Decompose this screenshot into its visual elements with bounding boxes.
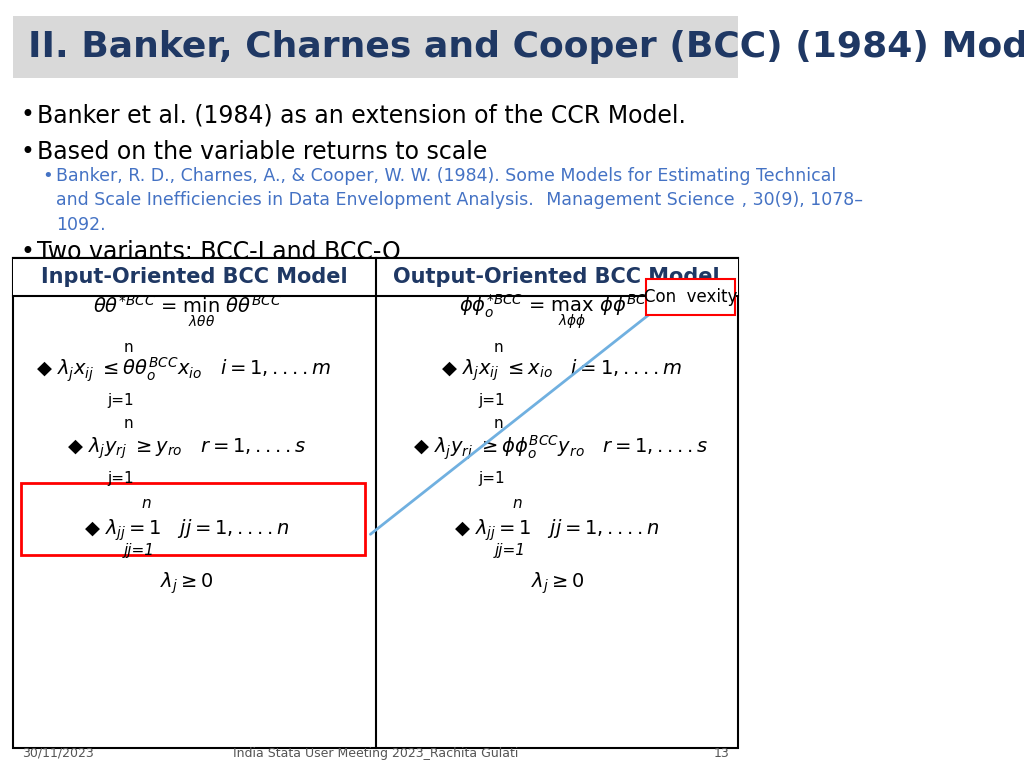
Text: j=1: j=1	[478, 392, 505, 408]
Text: ◆ $\lambda_j y_{rj}$ $\geq \phi\phi^{BCC}_o y_{ro}$   $r = 1, .... s$: ◆ $\lambda_j y_{rj}$ $\geq \phi\phi^{BCC…	[414, 434, 709, 462]
Text: n: n	[512, 495, 522, 511]
Text: $\theta\theta^{*BCC}_{}$ = $\min_{\lambda\theta\theta}$ $\theta\theta^{BCC}$: $\theta\theta^{*BCC}_{}$ = $\min_{\lambd…	[93, 294, 282, 330]
Text: n: n	[124, 415, 133, 431]
Text: Banker, R. D., Charnes, A., & Cooper, W. W. (1984). Some Models for Estimating T: Banker, R. D., Charnes, A., & Cooper, W.…	[55, 167, 863, 233]
Text: Two variants: BCC-I and BCC-O: Two variants: BCC-I and BCC-O	[37, 240, 400, 264]
Text: II. Banker, Charnes and Cooper (BCC) (1984) Model: II. Banker, Charnes and Cooper (BCC) (19…	[28, 30, 1024, 64]
Text: •: •	[20, 140, 35, 164]
Text: jj=1: jj=1	[124, 542, 155, 558]
Text: India Stata User Meeting 2023_Rachita Gulati: India Stata User Meeting 2023_Rachita Gu…	[232, 747, 518, 760]
Text: jj=1: jj=1	[495, 542, 525, 558]
Text: $\lambda_j \geq 0$: $\lambda_j \geq 0$	[530, 571, 585, 596]
Text: •: •	[20, 103, 35, 127]
FancyBboxPatch shape	[13, 258, 376, 296]
Text: j=1: j=1	[478, 471, 505, 485]
Text: n: n	[142, 495, 152, 511]
Text: 30/11/2023: 30/11/2023	[22, 747, 94, 760]
Text: •: •	[43, 167, 53, 185]
Text: j=1: j=1	[108, 392, 134, 408]
Text: n: n	[494, 415, 504, 431]
Text: j=1: j=1	[108, 471, 134, 485]
Text: $\phi\phi^{*BCC}_{o}$ = $\max_{\lambda\phi\phi}$ $\phi\phi^{BCC}$: $\phi\phi^{*BCC}_{o}$ = $\max_{\lambda\p…	[459, 293, 656, 332]
Text: $\lambda_j \geq 0$: $\lambda_j \geq 0$	[160, 571, 214, 596]
FancyBboxPatch shape	[13, 258, 738, 748]
Text: •: •	[20, 240, 35, 264]
FancyBboxPatch shape	[376, 258, 738, 296]
Text: Output-Oriented BCC Model: Output-Oriented BCC Model	[393, 267, 720, 287]
Text: Con  vexity: Con vexity	[643, 288, 737, 306]
Text: ◆ $\lambda_j x_{ij}$ $\leq \theta\theta^{BCC}_o x_{io}$   $i = 1, .... m$: ◆ $\lambda_j x_{ij}$ $\leq \theta\theta^…	[36, 356, 331, 384]
FancyBboxPatch shape	[645, 279, 735, 315]
Text: n: n	[494, 340, 504, 356]
Text: ◆ $\lambda_j x_{ij}$ $\leq x_{io}$   $i = 1, .... m$: ◆ $\lambda_j x_{ij}$ $\leq x_{io}$ $i = …	[440, 357, 682, 382]
Text: Based on the variable returns to scale: Based on the variable returns to scale	[37, 140, 487, 164]
FancyBboxPatch shape	[20, 483, 365, 555]
Text: Input-Oriented BCC Model: Input-Oriented BCC Model	[41, 267, 348, 287]
Text: n: n	[124, 340, 133, 356]
Text: 13: 13	[714, 747, 729, 760]
Text: ◆ $\lambda_{jj} = 1$   $jj = 1, .... n$: ◆ $\lambda_{jj} = 1$ $jj = 1, .... n$	[455, 518, 660, 543]
Text: ◆ $\lambda_j y_{rj}$ $\geq y_{ro}$   $r = 1, .... s$: ◆ $\lambda_j y_{rj}$ $\geq y_{ro}$ $r = …	[68, 435, 307, 461]
FancyBboxPatch shape	[13, 16, 738, 78]
Text: Banker et al. (1984) as an extension of the CCR Model.: Banker et al. (1984) as an extension of …	[37, 103, 685, 127]
FancyArrowPatch shape	[371, 303, 663, 535]
Text: ◆ $\lambda_{jj} = 1$   $jj = 1, .... n$: ◆ $\lambda_{jj} = 1$ $jj = 1, .... n$	[84, 518, 290, 543]
